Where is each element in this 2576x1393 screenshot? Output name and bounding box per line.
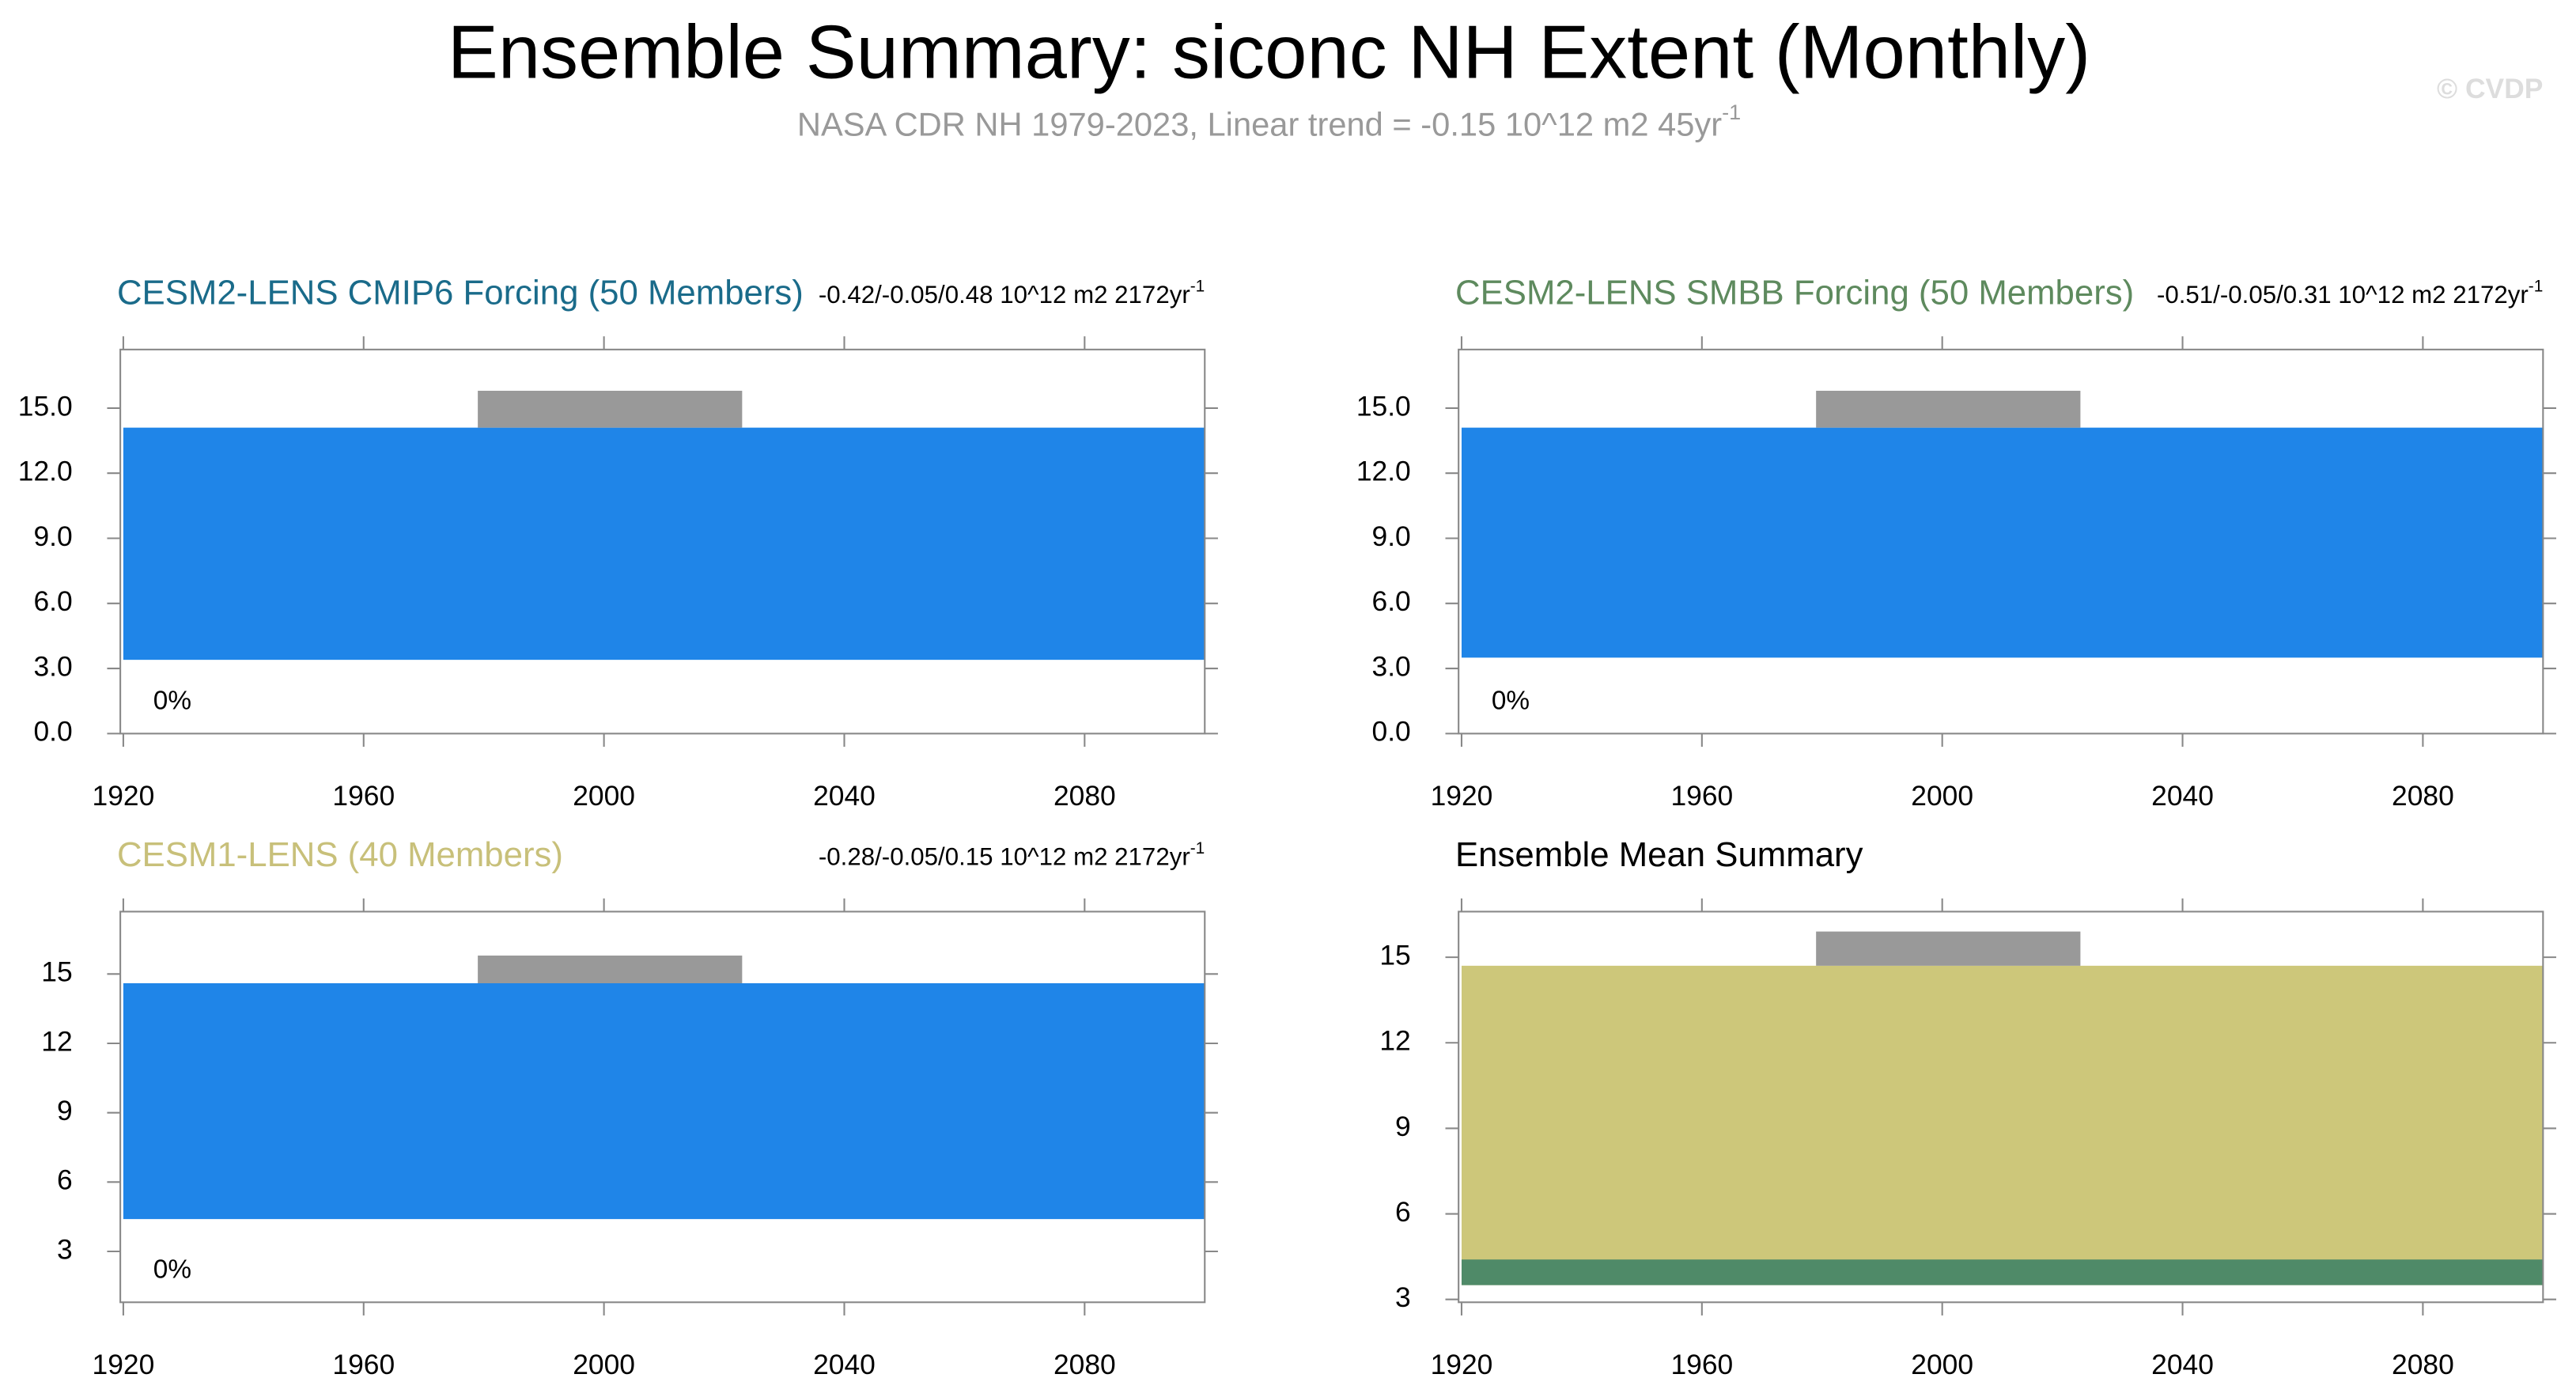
band [1816,390,2081,428]
x-tick-label: 2040 [2151,1349,2214,1380]
x-tick-label: 2080 [1053,780,1116,812]
x-tick-label: 2080 [2392,1349,2454,1380]
plot-frame [1458,348,2544,735]
band [478,955,743,984]
x-tick-label: 2040 [813,780,876,812]
y-tick-label: 15.0 [1356,390,1411,422]
y-tick-label: 12.0 [18,456,73,487]
band [1461,427,2544,658]
copyright: © CVDP [2437,73,2543,104]
y-tick-label: 9 [1395,1111,1411,1142]
plot-frame [119,348,1206,735]
x-tick-label: 2080 [2392,780,2454,812]
x-tick-label: 1960 [1670,1349,1733,1380]
x-tick-label: 2040 [2151,780,2214,812]
panel-note: 0% [153,1255,191,1285]
y-tick-label: 3 [57,1233,73,1265]
subtitle: NASA CDR NH 1979-2023, Linear trend = -0… [797,100,1741,143]
panel-title: CESM2-LENS CMIP6 Forcing (50 Members) [117,274,804,312]
y-tick-label: 15 [1379,939,1410,971]
x-tick-label: 1920 [93,780,155,812]
subtitle-sup: -1 [1722,100,1741,124]
stats-text: -0.42/-0.05/0.48 10^12 m2 2172yr [819,281,1190,309]
stats-text: -0.51/-0.05/0.31 10^12 m2 2172yr [2157,281,2529,309]
subtitle-text: NASA CDR NH 1979-2023, Linear trend = -0… [797,106,1722,143]
y-tick-label: 0.0 [1372,716,1411,748]
x-tick-label: 2000 [1911,780,1973,812]
y-tick-label: 3 [1395,1281,1411,1313]
band [123,983,1205,1220]
plot-frame [1458,910,2544,1304]
panel-note: 0% [153,687,191,716]
x-tick-label: 2040 [813,1349,876,1380]
x-tick-label: 2000 [1911,1349,1973,1380]
y-tick-label: 15 [41,956,72,988]
band [1461,965,2544,1285]
stats-sup: -1 [1190,839,1205,857]
y-tick-label: 0.0 [33,716,72,748]
y-tick-label: 15.0 [18,390,73,422]
panel-stats: -0.51/-0.05/0.31 10^12 m2 2172yr-1 [2157,277,2543,309]
y-tick-label: 3.0 [33,650,72,682]
stats-sup: -1 [2529,277,2544,295]
x-tick-label: 1960 [1670,780,1733,812]
panel-title: Ensemble Mean Summary [1455,835,1863,874]
x-tick-label: 1920 [1431,780,1493,812]
chart-title: Ensemble Summary: siconc NH Extent (Mont… [448,9,2090,94]
stats-sup: -1 [1190,277,1205,295]
x-tick-label: 2000 [573,1349,635,1380]
y-tick-label: 12 [41,1025,72,1057]
y-tick-label: 9.0 [33,520,72,552]
panel-title: CESM2-LENS SMBB Forcing (50 Members) [1455,274,2134,312]
y-tick-label: 6 [57,1164,73,1196]
band [123,427,1205,661]
x-tick-label: 1920 [93,1349,155,1380]
stats-text: -0.28/-0.05/0.15 10^12 m2 2172yr [819,843,1190,871]
y-tick-label: 12 [1379,1025,1410,1057]
y-tick-label: 6 [1395,1196,1411,1228]
band [1461,1259,2544,1285]
band [1816,931,2081,966]
band [478,390,743,428]
panel-stats: -0.42/-0.05/0.48 10^12 m2 2172yr-1 [819,277,1205,309]
x-tick-label: 1960 [332,780,395,812]
plot-frame [119,910,1206,1304]
x-tick-label: 1960 [332,1349,395,1380]
panel-title: CESM1-LENS (40 Members) [117,835,563,874]
y-tick-label: 12.0 [1356,456,1411,487]
x-tick-label: 2080 [1053,1349,1116,1380]
x-tick-label: 2000 [573,780,635,812]
y-tick-label: 6.0 [33,585,72,617]
y-tick-label: 9 [57,1095,73,1126]
y-tick-label: 6.0 [1372,585,1411,617]
y-tick-label: 9.0 [1372,520,1411,552]
x-tick-label: 1920 [1431,1349,1493,1380]
panel-stats: -0.28/-0.05/0.15 10^12 m2 2172yr-1 [819,839,1205,871]
panel-note: 0% [1492,687,1530,716]
y-tick-label: 3.0 [1372,650,1411,682]
